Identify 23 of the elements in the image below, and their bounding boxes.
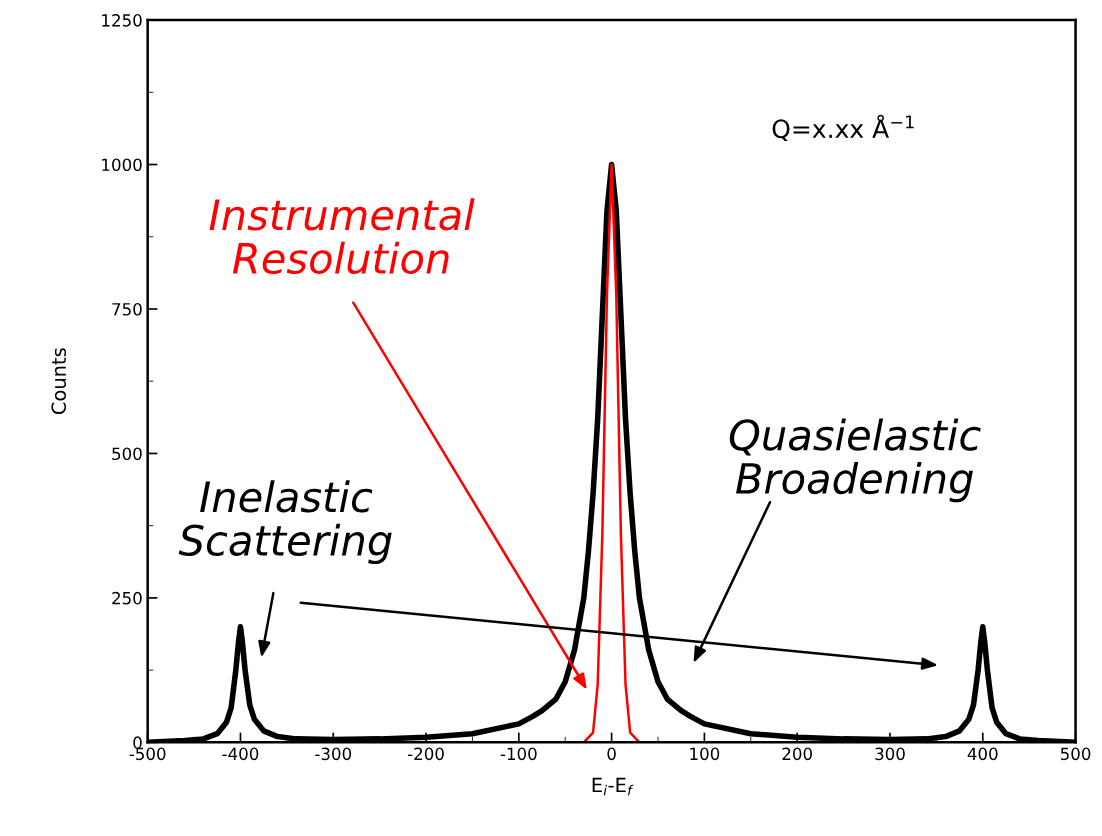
annotation: Instrumental Resolution <box>209 198 475 275</box>
x-tick-label: 400 <box>967 747 998 761</box>
y-tick-label: 750 <box>112 302 142 316</box>
annotation: Quasielastic Broadening <box>729 418 981 503</box>
annotation: Inelastic Scattering <box>178 480 392 565</box>
y-tick-label: 0 <box>133 736 142 749</box>
x-axis-title: E$_{i}$-E$_{f}$ <box>592 777 634 796</box>
y-tick-label: 500 <box>112 447 142 461</box>
y-axis-title: Counts <box>51 348 67 415</box>
y-tick-label: 250 <box>112 591 142 605</box>
x-tick-label: 100 <box>690 747 720 761</box>
x-tick-label: -100 <box>500 747 537 761</box>
annotation: Q=x.xx Å$^{−1}$ <box>772 114 914 142</box>
x-tick-label: -400 <box>222 747 259 761</box>
x-tick-label: -300 <box>315 747 352 761</box>
x-tick-label: -200 <box>407 747 444 761</box>
x-tick-label: 300 <box>875 747 905 761</box>
x-tick-label: 200 <box>782 747 812 761</box>
x-tick-label: -500 <box>129 747 166 761</box>
y-tick-label: 1000 <box>102 158 142 172</box>
y-tick-label: 1250 <box>102 14 142 27</box>
x-tick-label: 0 <box>607 747 616 761</box>
x-tick-label: 500 <box>1060 747 1091 761</box>
